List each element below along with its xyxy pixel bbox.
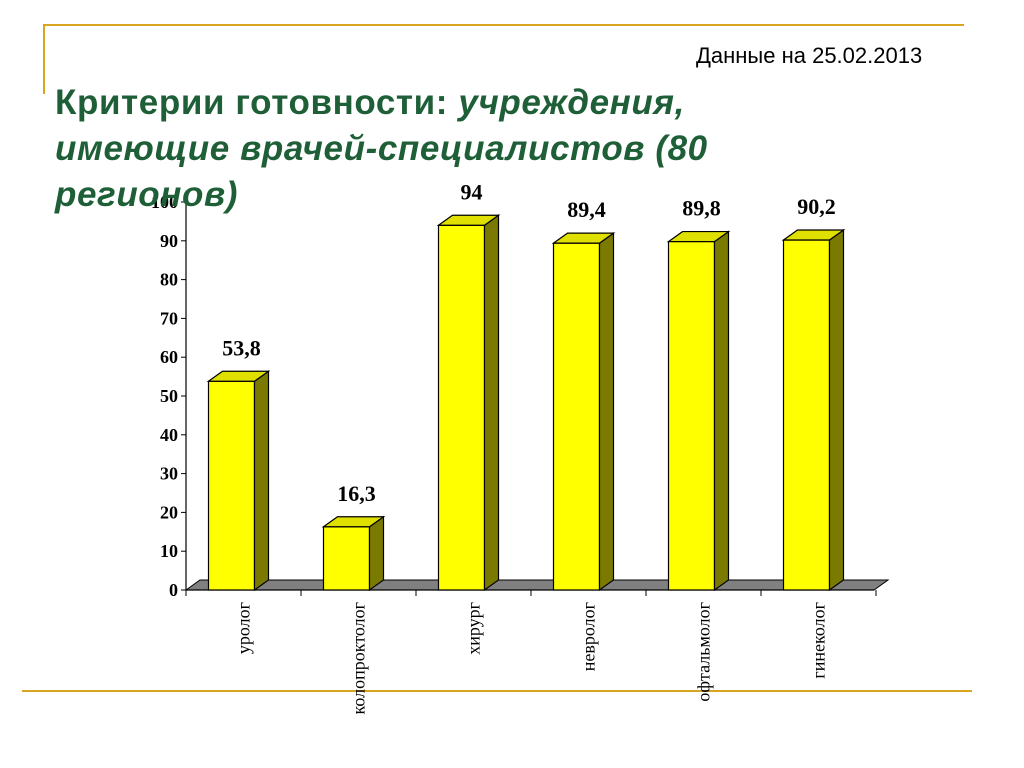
bar-front bbox=[207, 380, 256, 591]
slide-title: Критерии готовности: учреждения, имеющие… bbox=[55, 80, 855, 218]
y-tick-label: 60 bbox=[160, 347, 178, 367]
bar-top bbox=[321, 516, 386, 528]
top-divider bbox=[44, 24, 964, 26]
category-label: невролог bbox=[579, 602, 599, 671]
bar-front bbox=[437, 224, 486, 591]
bar-top bbox=[206, 370, 271, 382]
y-tick-label: 0 bbox=[169, 580, 178, 600]
bar-side bbox=[828, 228, 845, 592]
category-label: колопроктолог bbox=[349, 602, 369, 714]
category-label: гинеколог bbox=[809, 602, 829, 679]
bar-front bbox=[552, 242, 601, 591]
bar-value-label: 94 bbox=[461, 179, 483, 204]
title-plain: Критерии готовности: bbox=[55, 83, 459, 122]
bar-top bbox=[436, 214, 501, 226]
category-label: хирург bbox=[464, 602, 484, 655]
bar-side bbox=[713, 230, 730, 592]
title-italic: учреждения, имеющие врачей-специалистов … bbox=[55, 83, 708, 214]
bar-front bbox=[782, 239, 831, 591]
y-tick-label: 30 bbox=[160, 464, 178, 484]
bottom-divider bbox=[22, 690, 972, 692]
y-tick-label: 80 bbox=[160, 270, 178, 290]
y-tick-label: 100 bbox=[151, 192, 178, 212]
bar-front bbox=[322, 526, 371, 591]
y-tick-label: 70 bbox=[160, 308, 178, 328]
chart-floor bbox=[184, 579, 890, 591]
y-tick-label: 10 bbox=[160, 541, 178, 561]
bar-side bbox=[483, 214, 500, 592]
bar-side bbox=[598, 231, 615, 592]
bar-front bbox=[667, 240, 716, 591]
bar-value-label: 89,4 bbox=[567, 197, 606, 222]
bar-value-label: 89,8 bbox=[682, 196, 721, 221]
date-note: Данные на 25.02.2013 bbox=[696, 43, 923, 68]
bar-top bbox=[666, 230, 731, 243]
bar-value-label: 53,8 bbox=[222, 335, 261, 360]
y-tick-label: 50 bbox=[160, 386, 178, 406]
bar-value-label: 16,3 bbox=[337, 481, 376, 506]
y-tick-label: 90 bbox=[160, 231, 178, 251]
category-label: офтальмолог bbox=[694, 602, 714, 702]
y-tick-label: 40 bbox=[160, 425, 178, 445]
bar-top bbox=[781, 229, 846, 241]
category-label: уролог bbox=[234, 602, 254, 654]
left-divider bbox=[43, 24, 45, 94]
bar-top bbox=[551, 232, 616, 244]
bar-side bbox=[368, 515, 385, 592]
bar-value-label: 90,2 bbox=[797, 194, 836, 219]
y-tick-label: 20 bbox=[160, 502, 178, 522]
bar-side bbox=[253, 370, 270, 592]
